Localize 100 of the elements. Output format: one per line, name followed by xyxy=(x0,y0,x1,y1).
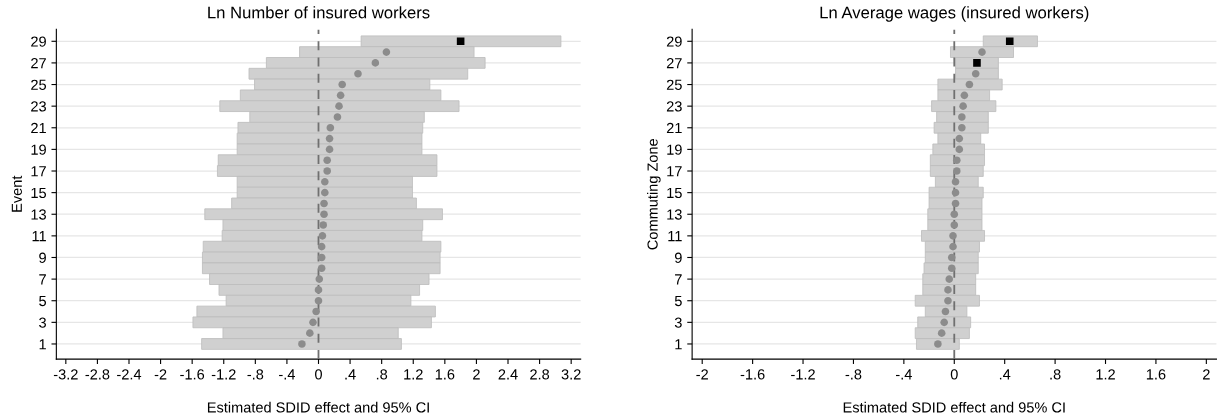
x-tick-label: .8 xyxy=(376,369,388,380)
y-tick-label: 13 xyxy=(667,209,682,220)
y-tick-label: 21 xyxy=(666,122,682,134)
point xyxy=(354,69,362,78)
y-tick-label: 21 xyxy=(31,122,46,134)
chart-title: Ln Average wages (insured workers) xyxy=(820,6,1089,22)
y-tick-label: 9 xyxy=(674,252,682,263)
x-tick-label: -.8 xyxy=(845,369,862,380)
x-tick-label: 2.4 xyxy=(498,369,518,380)
y-tick-label: 29 xyxy=(666,36,682,47)
y-tick-label: 15 xyxy=(667,187,682,199)
y-tick-label: 9 xyxy=(39,252,46,263)
y-tick-label: 15 xyxy=(31,187,47,199)
point xyxy=(317,242,326,251)
y-tick-label: 3 xyxy=(39,317,46,328)
point xyxy=(955,145,964,154)
y-tick-label: 7 xyxy=(675,274,682,285)
point xyxy=(945,275,954,283)
point xyxy=(978,48,986,56)
y-tick-label: 27 xyxy=(31,58,46,69)
point xyxy=(958,123,966,132)
y-tick-label: 3 xyxy=(674,317,682,328)
x-tick-label: 3.2 xyxy=(561,369,581,380)
point xyxy=(321,178,329,186)
x-tick-label: -1.6 xyxy=(740,369,765,380)
point xyxy=(326,123,335,132)
x-tick-label: -2.4 xyxy=(117,369,142,380)
point xyxy=(960,91,969,100)
x-tick-label: 0 xyxy=(950,369,958,380)
x-tick-label: -2 xyxy=(696,369,708,380)
point xyxy=(312,307,320,316)
point xyxy=(947,264,956,273)
point xyxy=(1005,37,1014,46)
point xyxy=(944,286,952,294)
point xyxy=(952,167,961,175)
point xyxy=(309,318,317,327)
point xyxy=(955,134,964,143)
y-tick-label: 19 xyxy=(667,144,682,155)
y-tick-label: 25 xyxy=(666,79,682,90)
y-tick-label: 19 xyxy=(31,144,46,155)
point xyxy=(320,199,328,208)
point xyxy=(314,286,323,294)
y-tick-label: 1 xyxy=(39,339,46,350)
x-tick-label: 1.6 xyxy=(435,369,455,380)
point xyxy=(325,145,334,154)
y-tick-label: 11 xyxy=(32,231,46,242)
x-tick-label: -.4 xyxy=(279,369,295,380)
point xyxy=(934,340,942,348)
point xyxy=(371,59,380,67)
y-tick-label: 25 xyxy=(31,79,47,90)
x-tick-label: 1.6 xyxy=(1146,369,1166,380)
y-tick-label: 7 xyxy=(39,274,46,285)
point xyxy=(298,340,306,348)
point xyxy=(952,156,961,164)
y-tick-label: 29 xyxy=(31,36,46,47)
point xyxy=(333,113,342,121)
x-tick-label: -.8 xyxy=(247,369,264,380)
x-tick-label: -2.8 xyxy=(85,369,110,380)
x-axis-title: Estimated SDID effect and 95% CI xyxy=(843,401,1065,413)
point xyxy=(937,329,946,337)
y-tick-label: 23 xyxy=(31,101,46,112)
point xyxy=(306,329,314,337)
point xyxy=(456,37,465,46)
point xyxy=(320,210,328,219)
point xyxy=(323,167,331,175)
y-axis-title: Commuting Zone xyxy=(647,138,661,250)
point xyxy=(950,221,959,229)
y-tick-label: 17 xyxy=(31,166,46,177)
point xyxy=(941,307,950,316)
point xyxy=(971,69,980,78)
x-tick-label: .4 xyxy=(345,369,356,380)
y-tick-label: 5 xyxy=(674,295,682,307)
point xyxy=(965,80,974,89)
point xyxy=(315,275,324,283)
point xyxy=(949,232,957,240)
point xyxy=(338,80,346,89)
point xyxy=(314,296,323,305)
point xyxy=(951,188,960,197)
point xyxy=(944,296,952,305)
y-tick-label: 17 xyxy=(667,166,682,177)
x-tick-label: -2 xyxy=(154,369,167,380)
point xyxy=(973,59,981,67)
point xyxy=(951,178,960,186)
point xyxy=(958,113,966,121)
point xyxy=(325,134,334,143)
point xyxy=(336,91,345,100)
x-axis-title: Estimated SDID effect and 95% CI xyxy=(207,401,429,413)
point xyxy=(940,318,948,327)
y-tick-label: 23 xyxy=(666,101,682,112)
point xyxy=(959,102,967,110)
point xyxy=(317,264,326,273)
chart-title: Ln Number of insured workers xyxy=(208,6,430,19)
x-tick-label: -.4 xyxy=(896,369,912,380)
point xyxy=(321,188,329,197)
x-tick-label: -1.2 xyxy=(791,369,815,380)
x-tick-label: 2 xyxy=(1203,369,1210,380)
x-tick-label: -1.2 xyxy=(211,369,236,380)
point xyxy=(318,232,327,240)
point xyxy=(951,199,960,208)
point xyxy=(323,156,331,164)
